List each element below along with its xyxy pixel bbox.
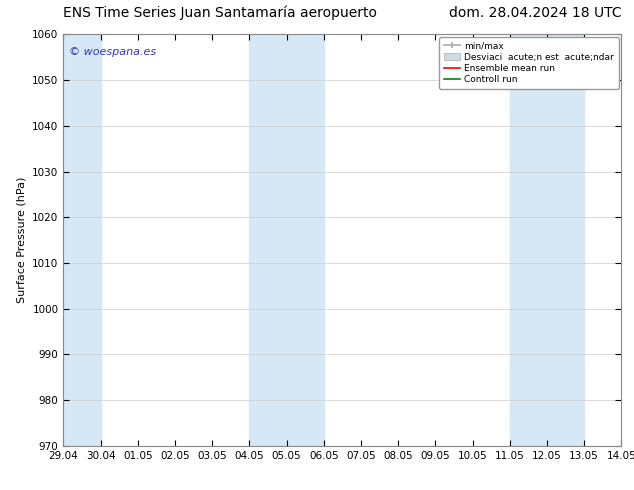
Bar <box>249 34 324 446</box>
Bar <box>510 34 584 446</box>
Bar <box>63 34 101 446</box>
Text: dom. 28.04.2024 18 UTC: dom. 28.04.2024 18 UTC <box>449 5 621 20</box>
Y-axis label: Surface Pressure (hPa): Surface Pressure (hPa) <box>16 177 27 303</box>
Text: © woespana.es: © woespana.es <box>69 47 156 57</box>
Text: ENS Time Series Juan Santamaría aeropuerto: ENS Time Series Juan Santamaría aeropuer… <box>63 5 377 20</box>
Legend: min/max, Desviaci  acute;n est  acute;ndar, Ensemble mean run, Controll run: min/max, Desviaci acute;n est acute;ndar… <box>439 37 619 89</box>
